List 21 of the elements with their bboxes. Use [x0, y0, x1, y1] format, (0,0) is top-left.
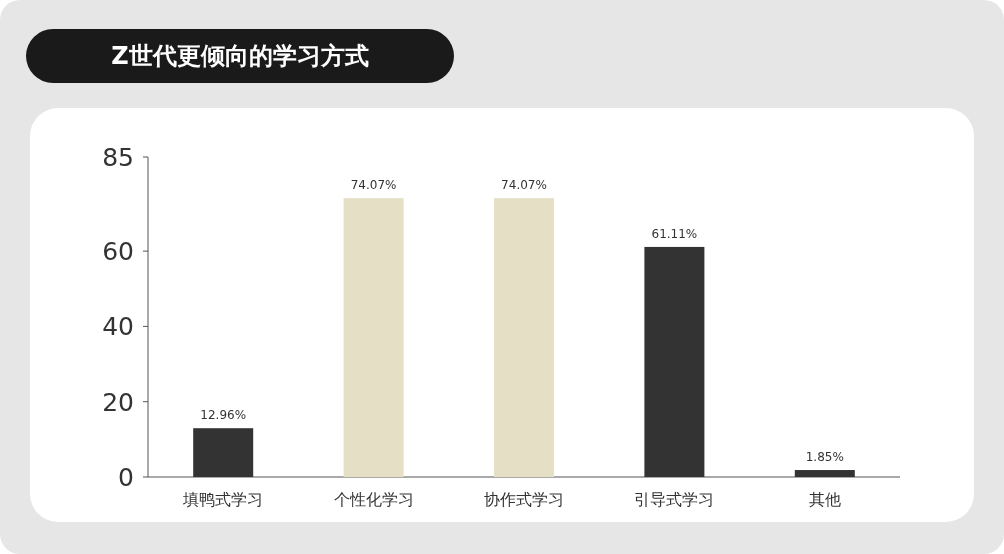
x-tick-label: 协作式学习: [484, 490, 564, 509]
data-label: 1.85%: [805, 450, 844, 465]
data-label: 61.11%: [651, 226, 698, 241]
y-tick-label: 20: [102, 387, 134, 417]
bar: [644, 246, 705, 477]
x-tick-label: 填鸭式学习: [182, 490, 264, 509]
bar: [794, 470, 855, 477]
x-tick-label: 其他: [808, 490, 841, 509]
x-tick-label: 个性化学习: [333, 490, 414, 509]
x-tick-label: 引导式学习: [634, 490, 715, 509]
data-label: 74.07%: [350, 178, 397, 193]
y-tick-label: 60: [102, 237, 134, 267]
bar: [193, 428, 254, 477]
bar: [494, 198, 554, 477]
data-label: 12.96%: [200, 408, 247, 423]
y-tick-label: 0: [118, 463, 134, 492]
data-label: 74.07%: [501, 178, 547, 193]
y-tick-label: 40: [102, 312, 134, 342]
y-tick-label: 85: [102, 143, 134, 172]
chart-title: Z世代更倾向的学习方式: [111, 42, 369, 70]
bar: [343, 198, 404, 477]
